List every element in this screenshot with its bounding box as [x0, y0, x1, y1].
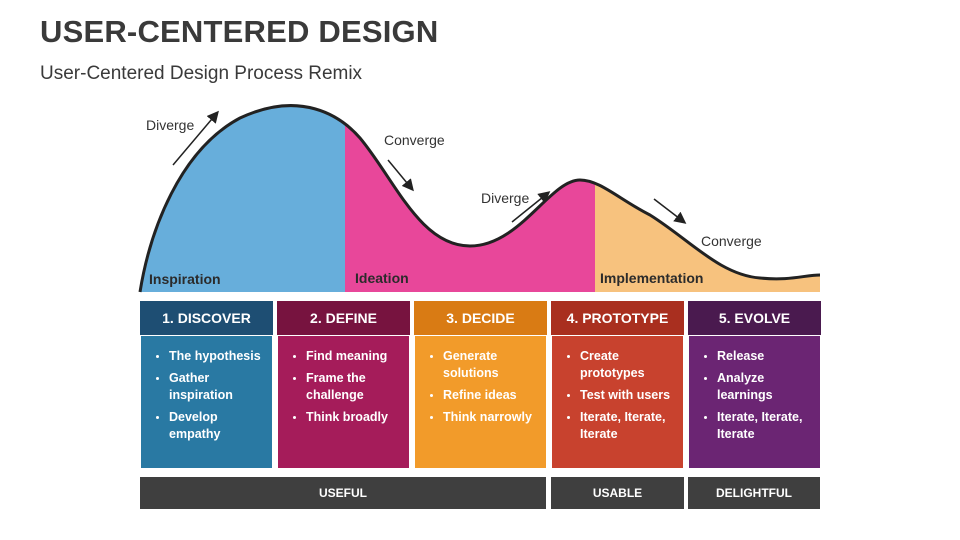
column-body: Find meaning Frame the challenge Think b… — [277, 335, 410, 469]
diverge-arrow-1 — [172, 110, 219, 166]
list-item: Find meaning — [306, 348, 401, 365]
item-list: Find meaning Frame the challenge Think b… — [286, 348, 401, 426]
design-process-curve: Diverge Converge Diverge Converge Inspir… — [138, 104, 821, 293]
column-heading: 1. DISCOVER — [140, 301, 273, 335]
list-item: Create prototypes — [580, 348, 675, 382]
phase-label-ideation: Ideation — [355, 270, 409, 286]
implementation-area — [595, 183, 820, 292]
list-item: Think broadly — [306, 409, 401, 426]
column-evolve: 5. EVOLVE Release Analyze learnings Iter… — [688, 301, 821, 469]
list-item: Refine ideas — [443, 387, 538, 404]
column-heading: 3. DECIDE — [414, 301, 547, 335]
useful-bar: USEFUL — [140, 477, 546, 509]
item-list: Create prototypes Test with users Iterat… — [560, 348, 675, 443]
ideation-area — [345, 124, 595, 292]
list-item: Think narrowly — [443, 409, 538, 426]
column-body: Create prototypes Test with users Iterat… — [551, 335, 684, 469]
curve-outline — [138, 104, 821, 293]
diverge-label-2: Diverge — [481, 190, 529, 206]
column-heading: 5. EVOLVE — [688, 301, 821, 335]
list-item: Iterate, Iterate, Iterate — [580, 409, 675, 443]
list-item: Analyze learnings — [717, 370, 812, 404]
list-item: The hypothesis — [169, 348, 264, 365]
phase-label-inspiration: Inspiration — [149, 271, 221, 287]
phase-label-implementation: Implementation — [600, 270, 703, 286]
diverge-arrow-2 — [511, 191, 551, 223]
list-item: Test with users — [580, 387, 675, 404]
column-body: The hypothesis Gather inspiration Develo… — [140, 335, 273, 469]
list-item: Develop empathy — [169, 409, 264, 443]
list-item: Gather inspiration — [169, 370, 264, 404]
column-heading: 2. DEFINE — [277, 301, 410, 335]
column-body: Generate solutions Refine ideas Think na… — [414, 335, 547, 469]
column-prototype: 4. PROTOTYPE Create prototypes Test with… — [551, 301, 684, 469]
list-item: Release — [717, 348, 812, 365]
item-list: Release Analyze learnings Iterate, Itera… — [697, 348, 812, 443]
usable-bar: USABLE — [551, 477, 684, 509]
list-item: Generate solutions — [443, 348, 538, 382]
inspiration-area — [140, 105, 345, 292]
converge-label-2: Converge — [701, 233, 762, 249]
item-list: The hypothesis Gather inspiration Develo… — [149, 348, 264, 443]
converge-arrow-2 — [653, 198, 687, 224]
column-discover: 1. DISCOVER The hypothesis Gather inspir… — [140, 301, 273, 469]
column-decide: 3. DECIDE Generate solutions Refine idea… — [414, 301, 547, 469]
curve-fill — [140, 105, 820, 292]
converge-arrow-1 — [387, 159, 414, 192]
list-item: Iterate, Iterate, Iterate — [717, 409, 812, 443]
item-list: Generate solutions Refine ideas Think na… — [423, 348, 538, 426]
column-body: Release Analyze learnings Iterate, Itera… — [688, 335, 821, 469]
list-item: Frame the challenge — [306, 370, 401, 404]
page-title: USER-CENTERED DESIGN — [40, 14, 439, 49]
column-define: 2. DEFINE Find meaning Frame the challen… — [277, 301, 410, 469]
column-heading: 4. PROTOTYPE — [551, 301, 684, 335]
diverge-label-1: Diverge — [146, 117, 194, 133]
converge-label-1: Converge — [384, 132, 445, 148]
page-subtitle: User-Centered Design Process Remix — [40, 63, 363, 84]
delightful-bar: DELIGHTFUL — [688, 477, 820, 509]
